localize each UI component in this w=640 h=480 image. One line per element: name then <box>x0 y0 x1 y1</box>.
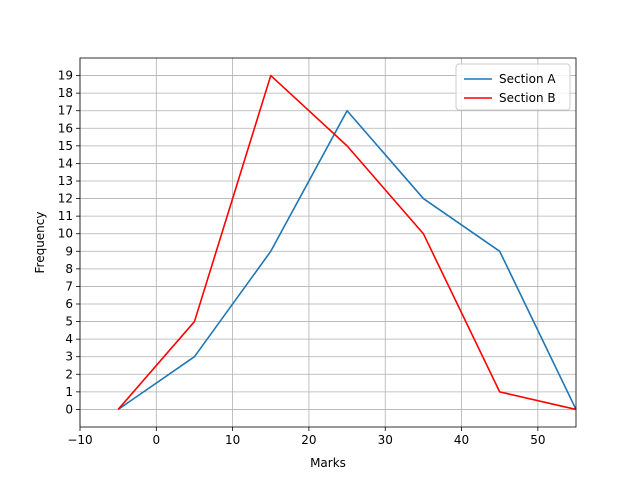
x-axis-label: Marks <box>310 456 346 470</box>
y-tick-label: 0 <box>65 402 73 416</box>
y-tick-label: 10 <box>58 227 73 241</box>
x-axis-ticks: −10 0 10 20 30 40 50 <box>67 427 545 447</box>
y-tick-label: 18 <box>58 86 73 100</box>
y-tick-label: 3 <box>65 350 73 364</box>
y-tick-label: 14 <box>58 156 73 170</box>
y-tick-label: 2 <box>65 367 73 381</box>
y-tick-label: 9 <box>65 244 73 258</box>
x-tick-label: −10 <box>67 433 92 447</box>
y-tick-label: 11 <box>58 209 73 223</box>
x-tick-label: 40 <box>454 433 469 447</box>
y-tick-label: 15 <box>58 139 73 153</box>
y-tick-label: 1 <box>65 385 73 399</box>
y-tick-label: 12 <box>58 192 73 206</box>
series-lines <box>117 74 577 411</box>
legend: Section A Section B <box>455 63 571 111</box>
plot-frame <box>79 57 577 428</box>
y-tick-label: 16 <box>58 121 73 135</box>
grid <box>79 58 576 427</box>
legend-label: Section B <box>499 91 556 105</box>
x-tick-label: 10 <box>225 433 240 447</box>
series-line-section-a <box>117 109 577 411</box>
series-line-section-b <box>117 74 577 411</box>
y-tick-label: 17 <box>58 104 73 118</box>
y-tick-label: 7 <box>65 279 73 293</box>
y-tick-label: 8 <box>65 262 73 276</box>
y-tick-label: 6 <box>65 297 73 311</box>
x-tick-label: 0 <box>152 433 160 447</box>
y-tick-label: 13 <box>58 174 73 188</box>
y-axis-label: Frequency <box>33 212 47 274</box>
y-tick-label: 5 <box>65 315 73 329</box>
legend-label: Section A <box>499 72 556 86</box>
x-tick-label: 30 <box>378 433 393 447</box>
y-tick-label: 19 <box>58 69 73 83</box>
y-tick-label: 4 <box>65 332 73 346</box>
x-tick-label: 20 <box>301 433 316 447</box>
x-tick-label: 50 <box>530 433 545 447</box>
